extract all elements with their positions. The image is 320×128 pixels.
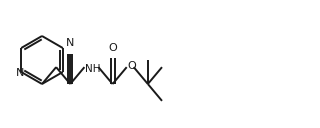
Text: O: O [128, 61, 136, 71]
Text: NH: NH [85, 64, 101, 74]
Text: N: N [66, 39, 75, 49]
Text: O: O [108, 43, 117, 53]
Text: N: N [16, 68, 24, 78]
